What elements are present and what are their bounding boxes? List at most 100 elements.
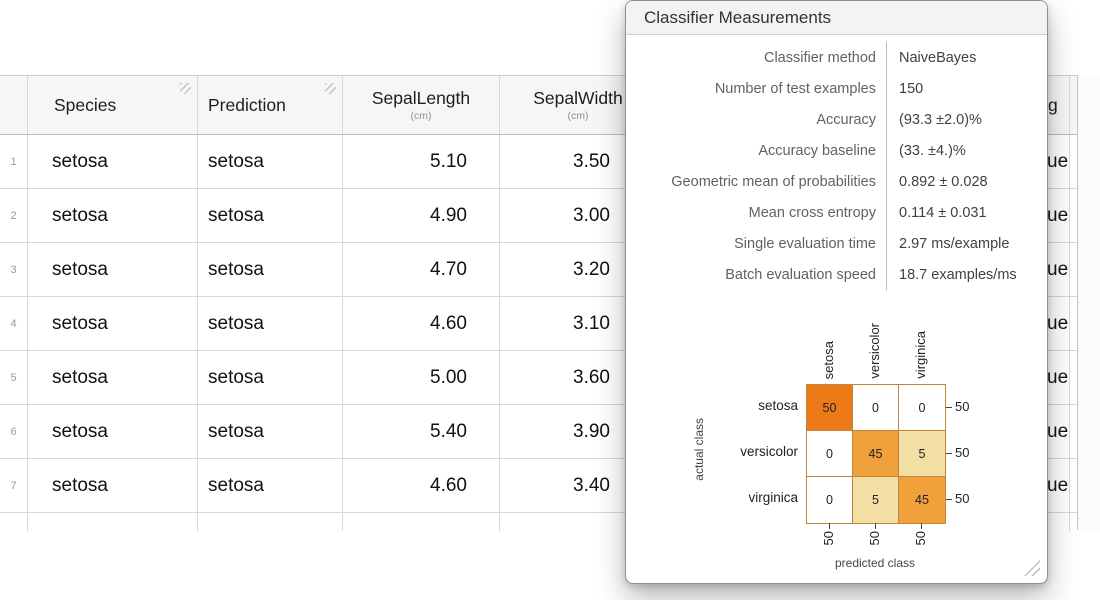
- matrix-cell: 0: [853, 385, 899, 431]
- header-edge-cell: [1070, 76, 1077, 134]
- row-total: 50: [955, 399, 970, 414]
- row-number: 3: [0, 243, 28, 296]
- measurement-value: (93.3 ±2.0)%: [886, 104, 1047, 135]
- measurement-row: Batch evaluation speed 18.7 examples/ms: [626, 259, 1047, 290]
- clipped-cell: ue: [1043, 189, 1070, 242]
- clipped-cell: ue: [1043, 243, 1070, 296]
- measurement-value: 18.7 examples/ms: [886, 259, 1047, 290]
- matrix-cell: 0: [807, 477, 853, 523]
- clipped-cell: ue: [1043, 297, 1070, 350]
- column-unit-label: (cm): [567, 110, 589, 122]
- species-cell: setosa: [28, 297, 198, 350]
- row-number-header-cell: [0, 76, 28, 134]
- sepallength-cell: 5.00: [343, 513, 500, 531]
- clipped-cell: ue: [1043, 459, 1070, 512]
- measurement-label: Geometric mean of probabilities: [671, 173, 876, 190]
- row-number: 1: [0, 135, 28, 188]
- column-header-sepallength[interactable]: SepalLength (cm): [343, 76, 500, 134]
- measurement-row: Mean cross entropy 0.114 ± 0.031: [626, 197, 1047, 228]
- prediction-cell: setosa: [198, 189, 343, 242]
- column-class-label: versicolor: [867, 323, 882, 379]
- right-tick: [946, 407, 952, 408]
- column-header-label: SepalWidth: [533, 88, 623, 108]
- row-number: 2: [0, 189, 28, 242]
- measurement-value: 150: [886, 73, 1047, 104]
- row-total: 50: [955, 445, 970, 460]
- column-header-species[interactable]: Species: [28, 76, 198, 134]
- species-cell: setosa: [28, 513, 198, 531]
- measurement-value: 0.114 ± 0.031: [886, 197, 1047, 228]
- column-total: 50: [867, 531, 882, 546]
- clipped-cell: ue: [1043, 405, 1070, 458]
- measurement-label: Classifier method: [763, 49, 876, 66]
- species-cell: setosa: [28, 189, 198, 242]
- row-number: 8: [0, 513, 28, 531]
- edge-cell: [1070, 135, 1077, 188]
- sepallength-cell: 4.70: [343, 243, 500, 296]
- measurement-row: Single evaluation time 2.97 ms/example: [626, 228, 1047, 259]
- panel-title-bar: Classifier Measurements: [626, 1, 1047, 35]
- measurement-label: Accuracy: [816, 111, 876, 128]
- bottom-tick: [875, 523, 876, 529]
- measurement-label: Accuracy baseline: [758, 142, 876, 159]
- row-number: 7: [0, 459, 28, 512]
- row-class-label: versicolor: [740, 444, 798, 459]
- prediction-cell: setosa: [198, 135, 343, 188]
- x-axis-label: predicted class: [834, 556, 916, 570]
- matrix-cell: 5: [853, 477, 899, 523]
- right-tick: [946, 499, 952, 500]
- prediction-cell: setosa: [198, 297, 343, 350]
- panel-title-text: Classifier Measurements: [644, 7, 832, 27]
- measurement-value: (33. ±4.)%: [886, 135, 1047, 166]
- prediction-cell: setosa: [198, 513, 343, 531]
- measurement-row: Number of test examples 150: [626, 73, 1047, 104]
- right-tick: [946, 453, 952, 454]
- prediction-cell: setosa: [198, 459, 343, 512]
- clipped-cell: ue: [1043, 135, 1070, 188]
- column-grip-icon[interactable]: [180, 83, 191, 94]
- measurement-row: Geometric mean of probabilities 0.892 ± …: [626, 166, 1047, 197]
- column-total: 50: [821, 531, 836, 546]
- column-header-label: SepalLength: [371, 88, 471, 108]
- matrix-cell: 5: [899, 431, 945, 477]
- species-cell: setosa: [28, 243, 198, 296]
- vertical-scrollbar[interactable]: [1077, 75, 1100, 530]
- measurement-row: Accuracy baseline (33. ±4.)%: [626, 135, 1047, 166]
- species-cell: setosa: [28, 351, 198, 404]
- edge-cell: [1070, 513, 1077, 531]
- bottom-tick: [921, 523, 922, 529]
- column-class-label: setosa: [821, 340, 836, 379]
- prediction-cell: setosa: [198, 351, 343, 404]
- edge-cell: [1070, 351, 1077, 404]
- sepallength-cell: 5.10: [343, 135, 500, 188]
- column-header-prediction[interactable]: Prediction: [198, 76, 343, 134]
- sepallength-cell: 4.90: [343, 189, 500, 242]
- measurement-value: 0.892 ± 0.028: [886, 166, 1047, 197]
- species-cell: setosa: [28, 459, 198, 512]
- edge-cell: [1070, 297, 1077, 350]
- measurement-label: Single evaluation time: [734, 235, 876, 252]
- edge-cell: [1070, 405, 1077, 458]
- row-number: 4: [0, 297, 28, 350]
- row-class-label: virginica: [748, 490, 798, 505]
- measurement-row: Accuracy (93.3 ±2.0)%: [626, 104, 1047, 135]
- matrix-cell: 0: [899, 385, 945, 431]
- column-total: 50: [913, 531, 928, 546]
- matrix-cell: 45: [853, 431, 899, 477]
- measurements-list: Classifier method NaiveBayes Number of t…: [626, 35, 1047, 290]
- measurement-label: Number of test examples: [714, 80, 876, 97]
- measurement-label: Batch evaluation speed: [725, 266, 876, 283]
- measurement-row: Classifier method NaiveBayes: [626, 42, 1047, 73]
- measurement-label: Mean cross entropy: [748, 204, 876, 221]
- confusion-matrix-plot: actual class setosa versicolor virginica…: [626, 301, 1049, 583]
- row-number: 6: [0, 405, 28, 458]
- classifier-measurements-panel: Classifier Measurements Classifier metho…: [625, 0, 1048, 584]
- clipped-cell: ue: [1043, 513, 1070, 531]
- clipped-column-header: g: [1043, 76, 1070, 134]
- column-grip-icon[interactable]: [325, 83, 336, 94]
- species-cell: setosa: [28, 405, 198, 458]
- sepallength-cell: 5.40: [343, 405, 500, 458]
- edge-cell: [1070, 459, 1077, 512]
- edge-cell: [1070, 243, 1077, 296]
